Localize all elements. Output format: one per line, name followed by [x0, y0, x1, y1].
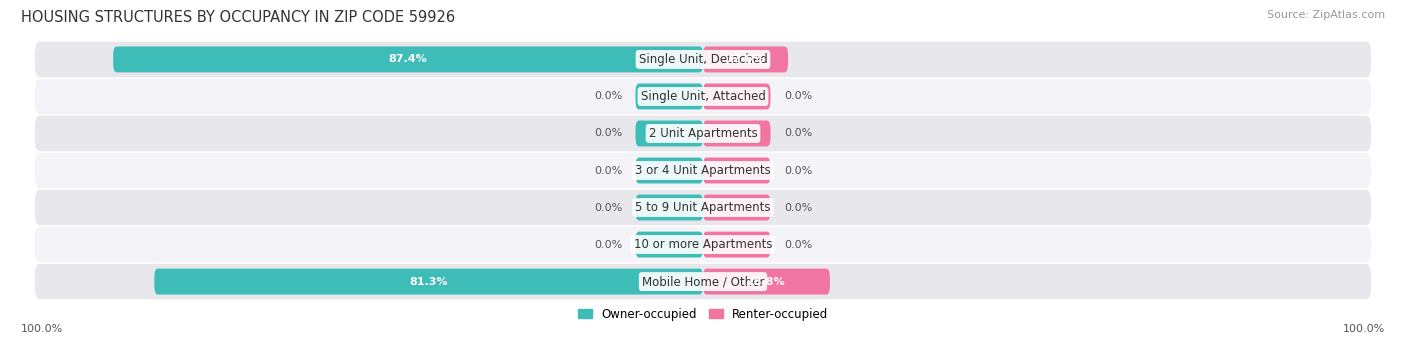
- FancyBboxPatch shape: [35, 227, 1371, 262]
- Text: 2 Unit Apartments: 2 Unit Apartments: [648, 127, 758, 140]
- Text: Single Unit, Attached: Single Unit, Attached: [641, 90, 765, 103]
- FancyBboxPatch shape: [35, 42, 1371, 77]
- FancyBboxPatch shape: [35, 153, 1371, 188]
- Text: 0.0%: 0.0%: [785, 239, 813, 250]
- Text: 100.0%: 100.0%: [1343, 324, 1385, 334]
- FancyBboxPatch shape: [703, 120, 770, 146]
- FancyBboxPatch shape: [35, 190, 1371, 225]
- Text: 0.0%: 0.0%: [593, 129, 621, 138]
- Text: 10 or more Apartments: 10 or more Apartments: [634, 238, 772, 251]
- Text: 0.0%: 0.0%: [785, 203, 813, 212]
- FancyBboxPatch shape: [636, 84, 703, 109]
- FancyBboxPatch shape: [636, 158, 703, 183]
- FancyBboxPatch shape: [703, 232, 770, 257]
- Legend: Owner-occupied, Renter-occupied: Owner-occupied, Renter-occupied: [572, 303, 834, 325]
- Text: Single Unit, Detached: Single Unit, Detached: [638, 53, 768, 66]
- FancyBboxPatch shape: [703, 158, 770, 183]
- Text: 12.6%: 12.6%: [725, 55, 765, 64]
- Text: 5 to 9 Unit Apartments: 5 to 9 Unit Apartments: [636, 201, 770, 214]
- Text: Source: ZipAtlas.com: Source: ZipAtlas.com: [1267, 10, 1385, 20]
- FancyBboxPatch shape: [703, 269, 830, 295]
- Text: 0.0%: 0.0%: [593, 165, 621, 176]
- Text: HOUSING STRUCTURES BY OCCUPANCY IN ZIP CODE 59926: HOUSING STRUCTURES BY OCCUPANCY IN ZIP C…: [21, 10, 456, 25]
- FancyBboxPatch shape: [35, 116, 1371, 151]
- FancyBboxPatch shape: [35, 264, 1371, 299]
- FancyBboxPatch shape: [636, 120, 703, 146]
- FancyBboxPatch shape: [636, 232, 703, 257]
- Text: 0.0%: 0.0%: [593, 203, 621, 212]
- Text: 81.3%: 81.3%: [409, 277, 449, 286]
- Text: 0.0%: 0.0%: [593, 91, 621, 102]
- Text: 0.0%: 0.0%: [785, 91, 813, 102]
- Text: 0.0%: 0.0%: [593, 239, 621, 250]
- FancyBboxPatch shape: [703, 195, 770, 221]
- Text: 0.0%: 0.0%: [785, 129, 813, 138]
- Text: Mobile Home / Other: Mobile Home / Other: [641, 275, 765, 288]
- FancyBboxPatch shape: [703, 46, 787, 72]
- FancyBboxPatch shape: [636, 195, 703, 221]
- FancyBboxPatch shape: [155, 269, 703, 295]
- Text: 3 or 4 Unit Apartments: 3 or 4 Unit Apartments: [636, 164, 770, 177]
- FancyBboxPatch shape: [112, 46, 703, 72]
- FancyBboxPatch shape: [703, 84, 770, 109]
- Text: 0.0%: 0.0%: [785, 165, 813, 176]
- Text: 100.0%: 100.0%: [21, 324, 63, 334]
- Text: 87.4%: 87.4%: [388, 55, 427, 64]
- FancyBboxPatch shape: [35, 79, 1371, 114]
- Text: 18.8%: 18.8%: [747, 277, 786, 286]
